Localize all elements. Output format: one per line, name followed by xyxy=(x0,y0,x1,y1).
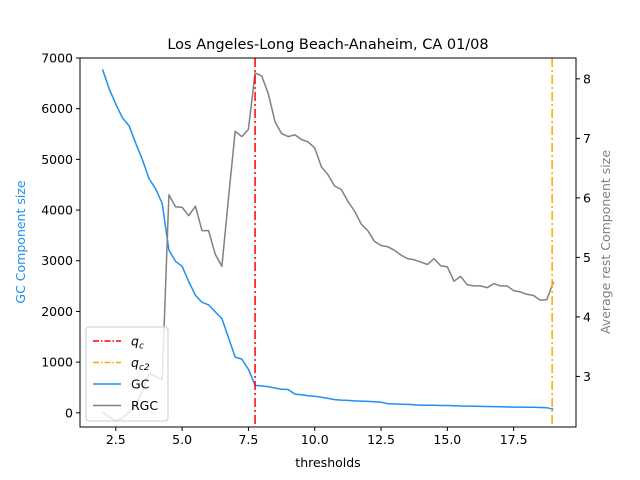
legend-label-rgc: RGC xyxy=(131,398,158,413)
plot-area xyxy=(101,58,555,427)
right-y-tick-label: 8 xyxy=(583,71,591,86)
axes: 2.5 5.0 7.5 10.0 12.5 15.0 17.5 0 1000 2000 3000 40… xyxy=(41,51,591,448)
left-y-tick-label: 7000 xyxy=(41,51,73,66)
right-y-tick-label: 3 xyxy=(583,369,591,384)
x-tick-label: 15.0 xyxy=(433,432,461,447)
legend-label-qc2: qc2 xyxy=(131,355,150,373)
legend-label-gc: GC xyxy=(131,377,150,392)
x-axis-label: thresholds xyxy=(295,455,360,470)
left-y-tick-label: 2000 xyxy=(41,304,73,319)
right-y-tick-label: 7 xyxy=(583,131,591,146)
left-y-axis-label: GC Component size xyxy=(13,180,28,303)
chart-title: Los Angeles-Long Beach-Anaheim, CA 01/08 xyxy=(167,37,488,53)
legend-label-qc: qc xyxy=(131,334,144,352)
x-tick-label: 17.5 xyxy=(500,432,528,447)
left-y-tick-label: 0 xyxy=(65,405,73,420)
legend: qc qc2 GC RGC xyxy=(85,326,169,422)
left-y-tick-label: 6000 xyxy=(41,101,73,116)
right-y-tick-label: 5 xyxy=(583,250,591,265)
x-tick-label: 5.0 xyxy=(172,432,192,447)
legend-box xyxy=(85,326,169,422)
left-y-tick-label: 5000 xyxy=(41,152,73,167)
x-tick-label: 7.5 xyxy=(238,432,258,447)
series-line-rgc xyxy=(102,72,555,422)
right-y-tick-label: 4 xyxy=(583,309,591,324)
x-tick-label: 2.5 xyxy=(106,432,126,447)
x-tick-label: 10.0 xyxy=(301,432,329,447)
left-y-tick-label: 3000 xyxy=(41,253,73,268)
left-y-tick-label: 4000 xyxy=(41,203,73,218)
right-y-axis-label: Average rest Component size xyxy=(598,150,613,334)
series-line-gc xyxy=(101,68,554,411)
left-y-tick-label: 1000 xyxy=(41,355,73,370)
x-tick-label: 12.5 xyxy=(367,432,395,447)
right-y-tick-label: 6 xyxy=(583,190,591,205)
plot-frame xyxy=(79,57,577,428)
